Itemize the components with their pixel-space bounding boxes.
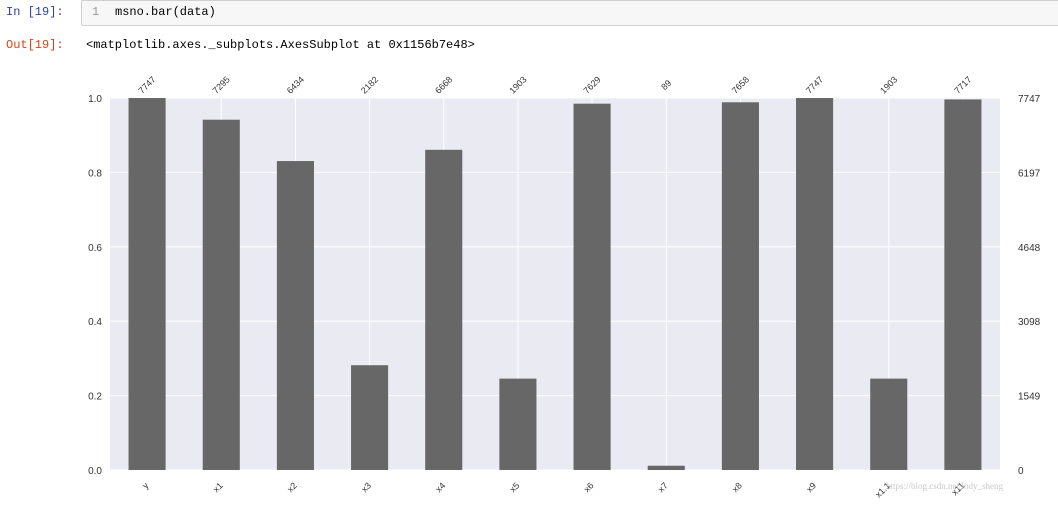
x-tick-label: x3 [359, 480, 373, 494]
y-tick-right: 7747 [1018, 94, 1041, 105]
bar [202, 119, 240, 470]
bar-count-label: 7295 [211, 74, 232, 95]
bar [647, 465, 685, 470]
x-tick-label: x5 [508, 480, 522, 494]
input-cell[interactable]: In [19]: 1 msno.bar(data) [0, 0, 1058, 26]
x-tick-label: x4 [433, 480, 447, 494]
bar [796, 98, 834, 470]
y-tick-left: 0.4 [88, 317, 102, 328]
y-tick-right: 3098 [1018, 317, 1041, 328]
input-prompt: In [19]: [6, 5, 64, 19]
y-tick-right: 4648 [1018, 243, 1041, 254]
code-editor[interactable]: 1 msno.bar(data) [81, 0, 1058, 26]
bar-count-label: 6434 [285, 74, 306, 95]
x-tick-label: x8 [730, 480, 744, 494]
y-tick-left: 0.0 [88, 466, 102, 477]
x-tick-label: x6 [582, 480, 596, 494]
bar-count-label: 7658 [730, 74, 751, 95]
y-tick-left: 0.2 [88, 392, 102, 403]
bar [573, 103, 611, 470]
y-tick-left: 0.8 [88, 168, 102, 179]
y-tick-right: 1549 [1018, 392, 1041, 403]
bar-count-label: 7629 [581, 74, 602, 95]
bar-count-label: 1903 [878, 74, 899, 95]
bar [351, 365, 389, 470]
output-prompt: Out[19]: [6, 38, 64, 52]
bar-count-label: 6668 [433, 74, 454, 95]
bar [944, 99, 982, 471]
bar-count-label: 2182 [359, 74, 380, 95]
bar [128, 98, 166, 470]
y-tick-left: 0.6 [88, 243, 102, 254]
x-tick-label: x9 [804, 480, 818, 494]
x-tick-label: y [140, 480, 151, 491]
line-number: 1 [92, 5, 100, 19]
y-tick-right: 0 [1018, 466, 1024, 477]
x-tick-label: x2 [285, 480, 299, 494]
code-line[interactable]: msno.bar(data) [115, 5, 216, 19]
watermark: https://blog.csdn.net/lody_sheng [886, 481, 1003, 491]
bar [425, 149, 463, 470]
bar [499, 378, 537, 470]
y-tick-left: 1.0 [88, 94, 102, 105]
bar [276, 161, 314, 470]
output-repr: <matplotlib.axes._subplots.AxesSubplot a… [86, 38, 475, 52]
bar [721, 102, 759, 470]
plot-area [110, 98, 1000, 470]
bar-count-label: 7717 [952, 74, 973, 95]
x-tick-label: x7 [656, 480, 670, 494]
bar [870, 378, 908, 470]
bar-count-label: 1903 [507, 74, 528, 95]
y-tick-right: 6197 [1018, 168, 1041, 179]
x-tick-label: x1 [211, 480, 225, 494]
bar-count-label: 7747 [804, 74, 825, 95]
bar-count-label: 7747 [136, 74, 157, 95]
bar-count-label: 89 [659, 78, 673, 92]
